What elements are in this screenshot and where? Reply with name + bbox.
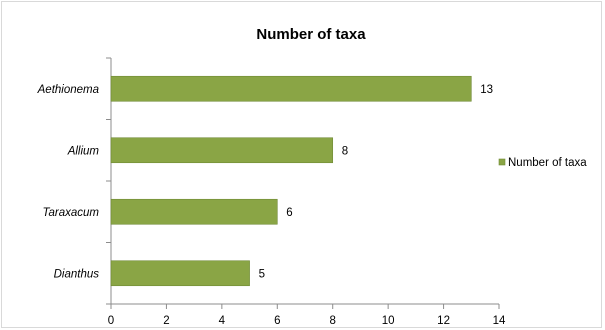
legend-label: Number of taxa	[508, 157, 587, 169]
bar	[110, 137, 334, 164]
category-label: Dianthus	[54, 268, 100, 280]
bar	[110, 198, 278, 225]
category-label: Aethionema	[37, 84, 99, 96]
bar	[110, 75, 472, 102]
plot-area: 0 2 4 6 8 10 12 14 Aethionema 13 Allium 8 Taraxacum 6…	[37, 57, 506, 327]
x-tick-label: 12	[437, 315, 450, 327]
chart-title: Number of taxa	[256, 26, 366, 43]
data-label: 6	[286, 207, 292, 219]
x-tick-label: 0	[108, 315, 114, 327]
legend: Number of taxa	[498, 157, 587, 169]
category-label: Taraxacum	[43, 207, 100, 219]
data-label: 8	[342, 145, 348, 157]
x-tick-label: 10	[382, 315, 395, 327]
x-tick-label: 6	[274, 315, 280, 327]
x-tick-label: 8	[330, 315, 336, 327]
bar	[110, 260, 250, 287]
x-tick-label: 4	[219, 315, 226, 327]
x-tick-label: 2	[163, 315, 169, 327]
legend-swatch	[498, 158, 506, 166]
data-label: 5	[259, 268, 265, 280]
x-tick-label: 14	[493, 315, 506, 327]
data-label: 13	[480, 84, 493, 96]
category-label: Allium	[67, 145, 100, 157]
